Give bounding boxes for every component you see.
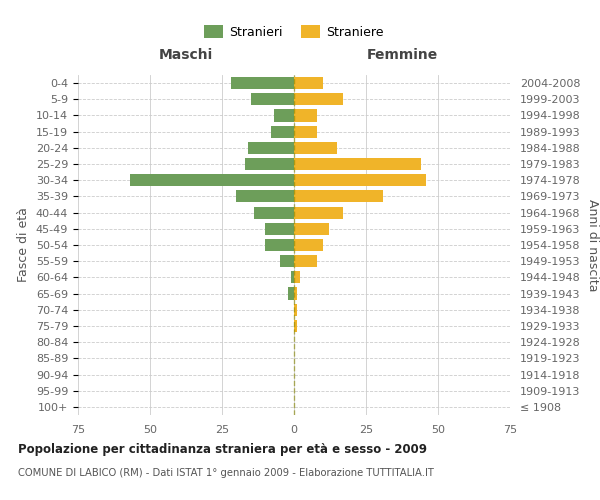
Bar (294, 93, 343, 106)
Bar (274, 110, 294, 122)
Bar (251, 93, 294, 106)
Bar (254, 206, 294, 218)
Text: Popolazione per cittadinanza straniera per età e sesso - 2009: Popolazione per cittadinanza straniera p… (18, 442, 427, 456)
Bar (294, 142, 337, 154)
Bar (294, 190, 383, 202)
Bar (294, 126, 317, 138)
Y-axis label: Anni di nascita: Anni di nascita (586, 198, 599, 291)
Bar (130, 174, 294, 186)
Bar (294, 304, 297, 316)
Bar (271, 126, 294, 138)
Bar (294, 255, 317, 268)
Bar (294, 272, 300, 283)
Bar (294, 206, 343, 218)
Bar (280, 255, 294, 268)
Bar (265, 239, 294, 251)
Bar (236, 190, 294, 202)
Bar (294, 174, 427, 186)
Bar (294, 288, 297, 300)
Bar (294, 222, 329, 235)
Legend: Stranieri, Straniere: Stranieri, Straniere (199, 20, 389, 44)
Bar (245, 158, 294, 170)
Text: COMUNE DI LABICO (RM) - Dati ISTAT 1° gennaio 2009 - Elaborazione TUTTITALIA.IT: COMUNE DI LABICO (RM) - Dati ISTAT 1° ge… (18, 468, 434, 477)
Bar (294, 158, 421, 170)
Bar (288, 288, 294, 300)
Bar (294, 320, 297, 332)
Bar (291, 272, 294, 283)
Bar (294, 239, 323, 251)
Bar (294, 110, 317, 122)
Bar (294, 77, 323, 89)
Y-axis label: Fasce di età: Fasce di età (17, 208, 31, 282)
Text: Femmine: Femmine (367, 48, 437, 62)
Text: Maschi: Maschi (159, 48, 213, 62)
Bar (265, 222, 294, 235)
Bar (248, 142, 294, 154)
Bar (230, 77, 294, 89)
